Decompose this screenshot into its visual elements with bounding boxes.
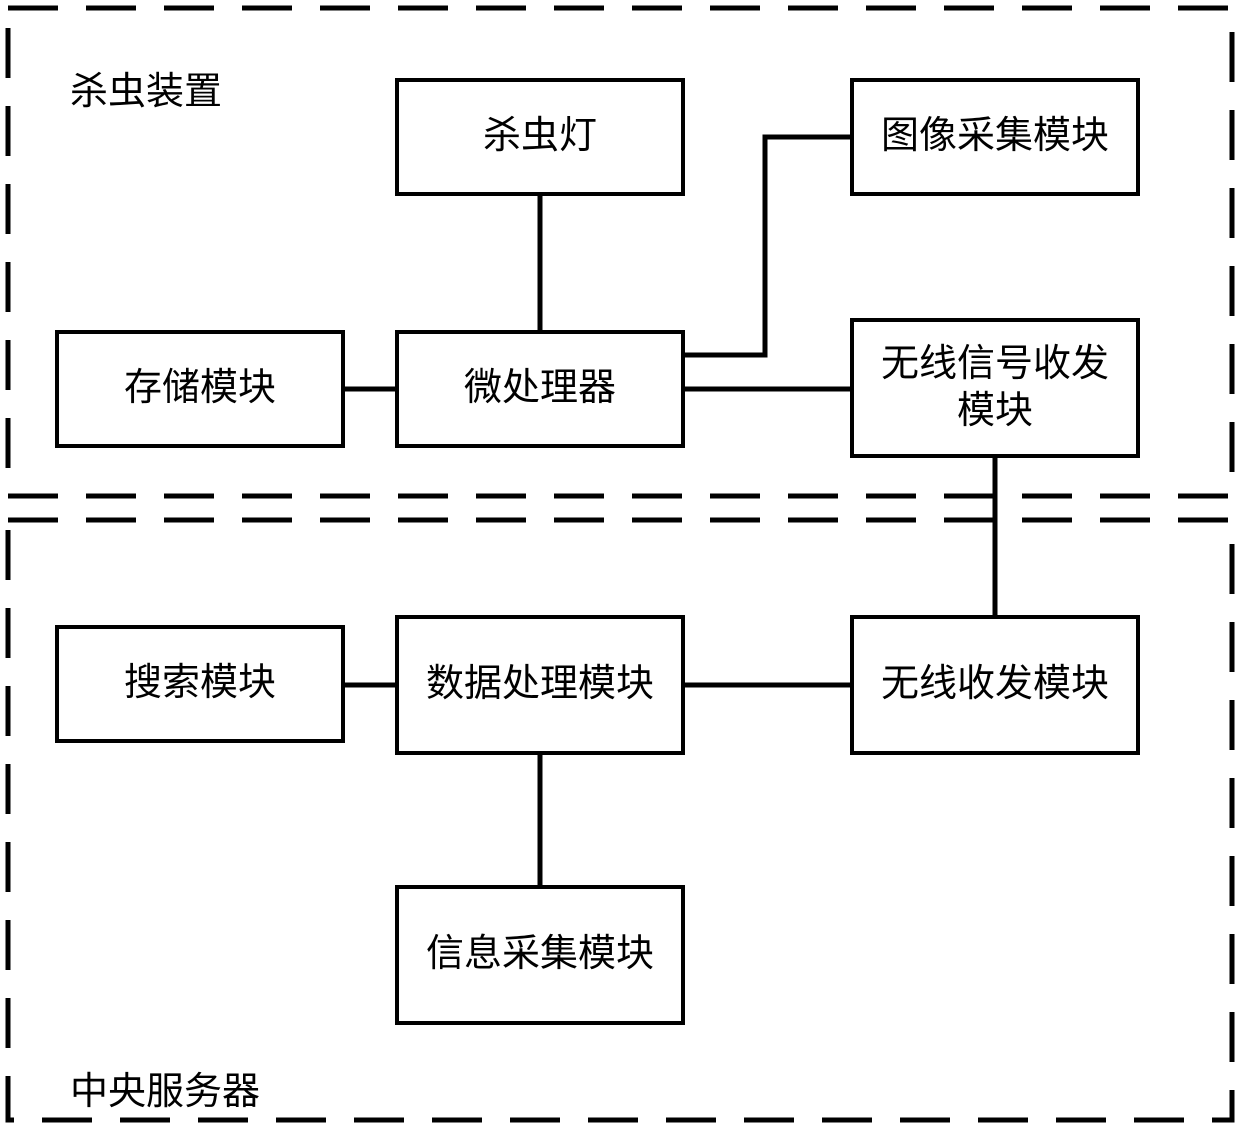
node-label: 无线收发模块 [869, 661, 1121, 709]
node-n-imgcap: 图像采集模块 [850, 78, 1140, 196]
node-label: 搜索模块 [112, 660, 288, 708]
node-label: 微处理器 [452, 365, 628, 413]
diagram-canvas: 杀虫装置中央服务器 杀虫灯 图像采集模块存储模块 微处理器 无线信号收发模块搜索模块 数据… [0, 0, 1240, 1135]
node-label: 无线信号收发模块 [854, 341, 1136, 436]
node-label: 数据处理模块 [414, 661, 666, 709]
node-n-proc: 数据处理模块 [395, 615, 685, 755]
node-n-mcu: 微处理器 [395, 330, 685, 448]
node-label: 信息采集模块 [414, 931, 666, 979]
group-border [8, 520, 1232, 1120]
node-n-search: 搜索模块 [55, 625, 345, 743]
node-label: 存储模块 [112, 365, 288, 413]
node-n-rf1: 无线信号收发模块 [850, 318, 1140, 458]
node-label: 图像采集模块 [869, 113, 1121, 161]
node-n-lamp: 杀虫灯 [395, 78, 685, 196]
group-label: 杀虫装置 [70, 60, 222, 115]
node-n-storage: 存储模块 [55, 330, 345, 448]
node-n-rf2: 无线收发模块 [850, 615, 1140, 755]
node-label: 杀虫灯 [471, 113, 609, 161]
node-n-infocap: 信息采集模块 [395, 885, 685, 1025]
group-label: 中央服务器 [70, 1060, 260, 1115]
edge [685, 137, 850, 355]
